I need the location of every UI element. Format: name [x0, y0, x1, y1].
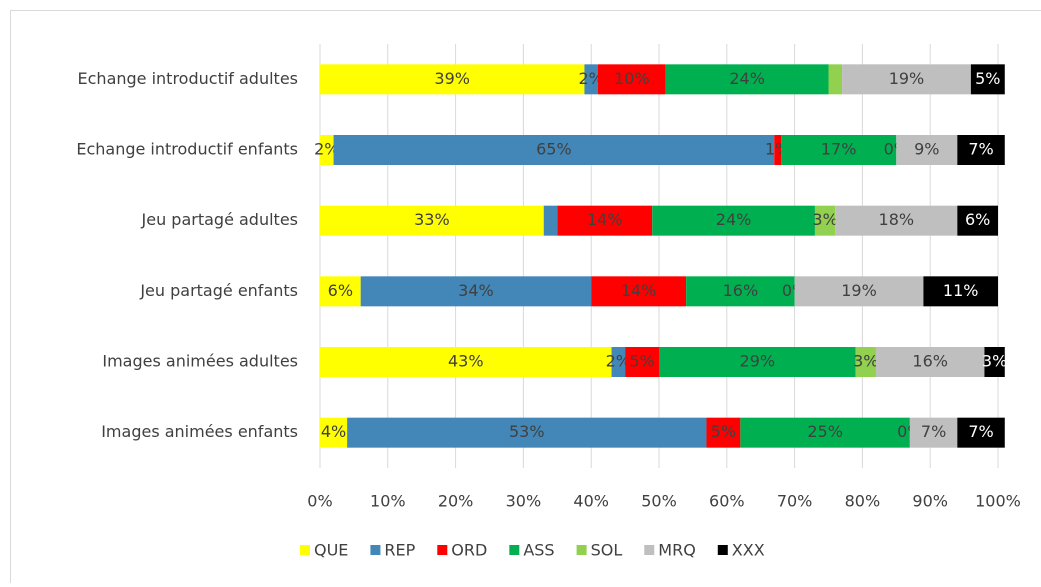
- data-label: 18%: [879, 210, 915, 229]
- data-label: 11%: [943, 281, 979, 300]
- x-tick-label: 10%: [370, 492, 406, 511]
- data-label: 4%: [321, 422, 346, 441]
- x-tick-label: 50%: [641, 492, 677, 511]
- data-label: 6%: [328, 281, 353, 300]
- x-tick-label: 20%: [438, 492, 474, 511]
- legend-swatch: [509, 545, 519, 555]
- data-label: 34%: [458, 281, 494, 300]
- y-tick-label: Jeu partagé adultes: [141, 210, 299, 229]
- data-label: 5%: [975, 69, 1000, 88]
- data-label: 65%: [536, 140, 572, 159]
- legend-label: SOL: [591, 541, 623, 560]
- y-tick-label: Images animées adultes: [102, 352, 298, 371]
- data-label: 14%: [587, 210, 623, 229]
- y-tick-label: Images animées enfants: [101, 422, 298, 441]
- legend-swatch: [644, 545, 654, 555]
- data-label: 3%: [982, 352, 1007, 371]
- legend-label: ASS: [523, 541, 554, 560]
- data-label: 17%: [821, 140, 857, 159]
- x-tick-label: 60%: [709, 492, 745, 511]
- data-label: 43%: [448, 352, 484, 371]
- data-label: 39%: [434, 69, 470, 88]
- data-label: 19%: [889, 69, 925, 88]
- data-label: 9%: [914, 140, 939, 159]
- y-tick-label: Echange introductif enfants: [76, 140, 298, 159]
- legend-label: ORD: [451, 541, 487, 560]
- data-label: 7%: [968, 140, 993, 159]
- x-tick-label: 30%: [506, 492, 542, 511]
- data-label: 25%: [807, 422, 843, 441]
- legend-swatch: [577, 545, 587, 555]
- x-tick-label: 80%: [845, 492, 881, 511]
- data-label: 3%: [812, 210, 837, 229]
- data-label: 7%: [921, 422, 946, 441]
- x-tick-label: 70%: [777, 492, 813, 511]
- data-label: 29%: [740, 352, 776, 371]
- data-label: 19%: [841, 281, 877, 300]
- data-label: 24%: [716, 210, 752, 229]
- data-label: 33%: [414, 210, 450, 229]
- data-label: 16%: [723, 281, 759, 300]
- bar-segment: [829, 64, 843, 94]
- data-label: 5%: [629, 352, 654, 371]
- bar-segment: [544, 206, 558, 236]
- x-tick-label: 40%: [573, 492, 609, 511]
- legend-swatch: [300, 545, 310, 555]
- legend-swatch: [718, 545, 728, 555]
- data-label: 24%: [729, 69, 765, 88]
- legend-swatch: [370, 545, 380, 555]
- legend-label: QUE: [314, 541, 348, 560]
- data-label: 10%: [614, 69, 650, 88]
- legend-label: REP: [384, 541, 415, 560]
- legend-label: MRQ: [658, 541, 696, 560]
- x-tick-label: 90%: [912, 492, 948, 511]
- y-tick-label: Echange introductif adultes: [78, 69, 298, 88]
- data-label: 3%: [853, 352, 878, 371]
- legend-label: XXX: [732, 541, 765, 560]
- data-label: 6%: [965, 210, 990, 229]
- legend-swatch: [437, 545, 447, 555]
- data-label: 14%: [621, 281, 657, 300]
- data-label: 7%: [968, 422, 993, 441]
- data-label: 16%: [912, 352, 948, 371]
- data-label: 53%: [509, 422, 545, 441]
- x-tick-label: 0%: [307, 492, 332, 511]
- data-label: 5%: [711, 422, 736, 441]
- x-tick-label: 100%: [975, 492, 1021, 511]
- y-tick-label: Jeu partagé enfants: [139, 281, 298, 300]
